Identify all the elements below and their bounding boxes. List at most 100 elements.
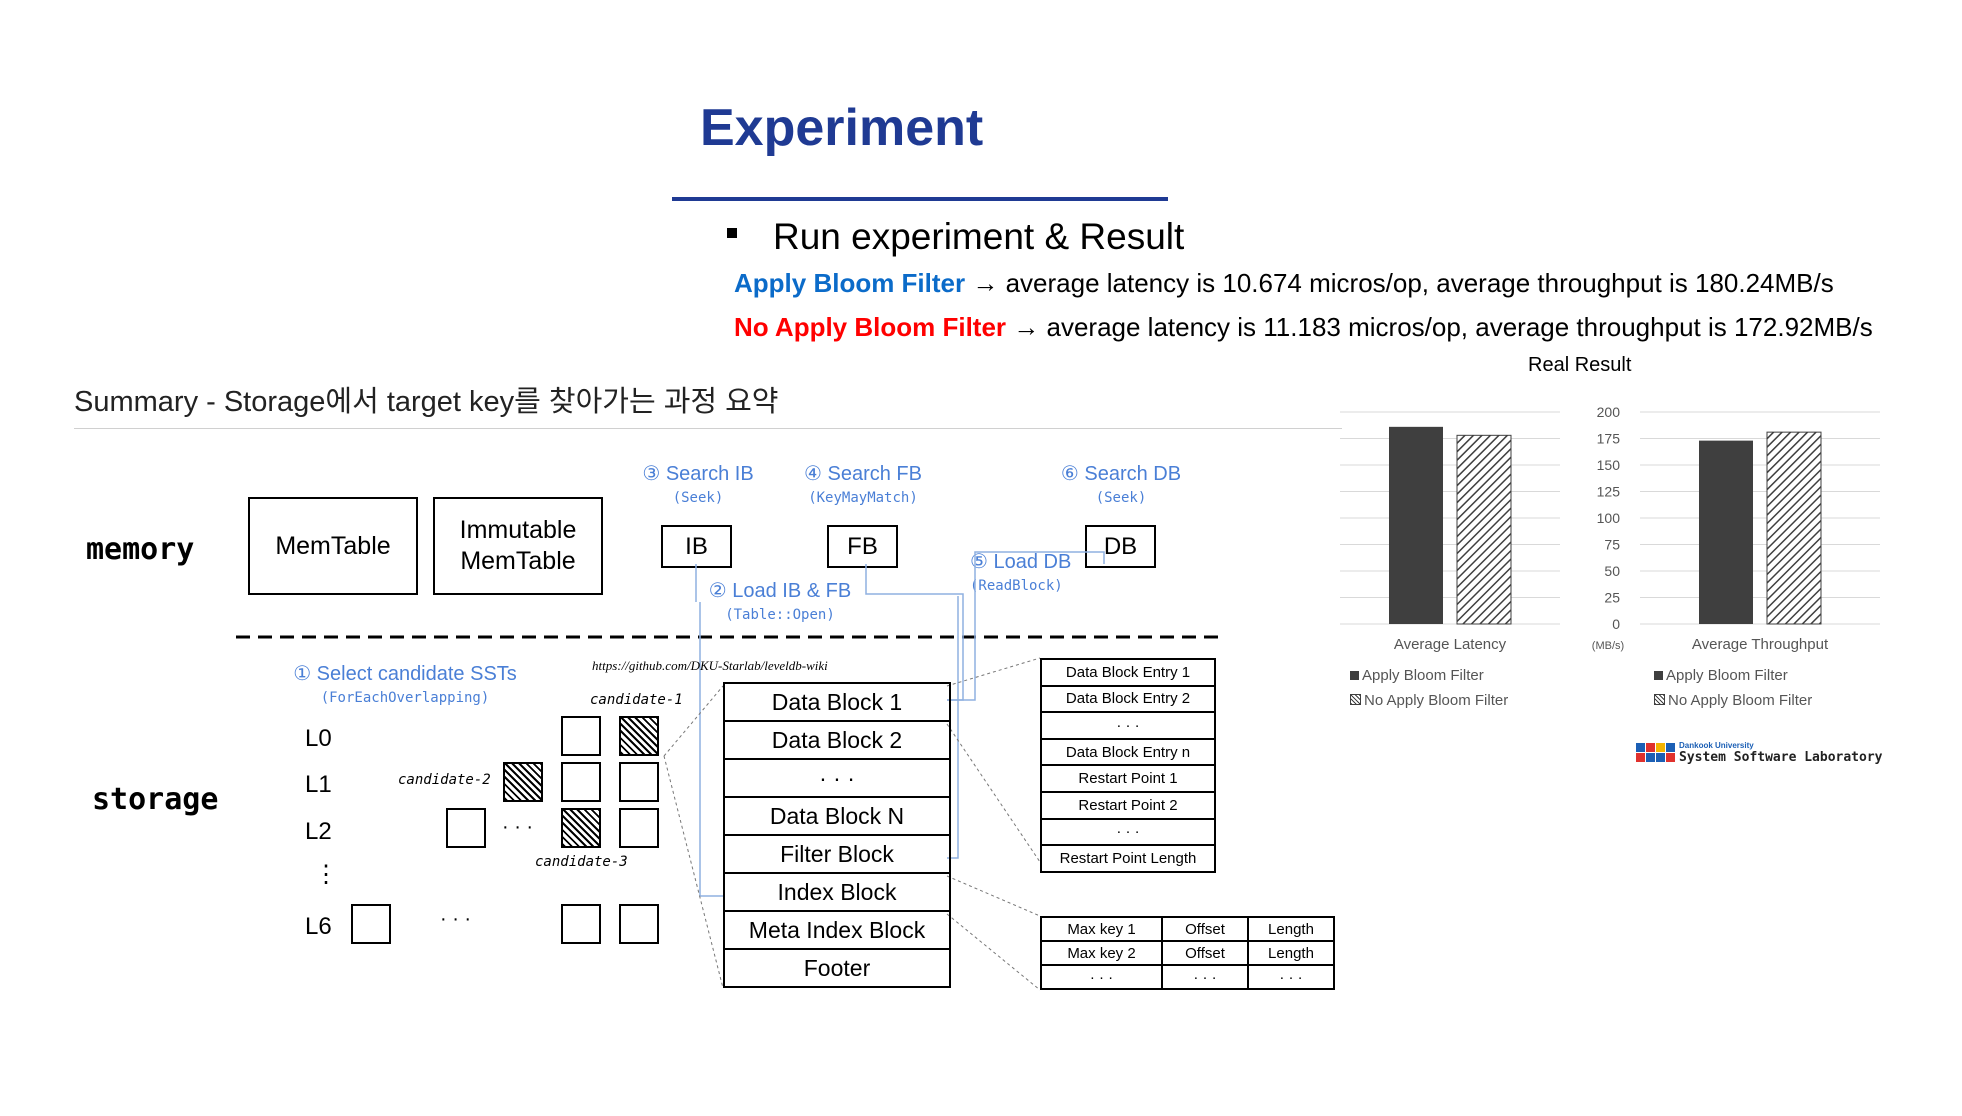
index-cell: · · · [1161,964,1249,990]
l2-dots: · · · [502,816,534,838]
y-tick-label: 75 [1604,537,1620,553]
immutable-line1: Immutable [459,516,577,544]
index-cell: Max key 1 [1040,916,1163,942]
sst-meta-index-block: Meta Index Block [725,912,949,950]
y-tick-label: 175 [1597,431,1621,447]
level-l6: L6 [305,913,332,940]
sst-l6-c [619,904,659,944]
bullet-text: Run experiment & Result [773,216,1185,257]
summary-divider [74,428,1342,429]
y-tick-label: 0 [1612,616,1620,632]
l6-dots: · · · [440,908,472,930]
detail-link-top [946,657,1041,687]
y-tick-label: 200 [1597,404,1621,420]
detail-restart-length: Restart Point Length [1059,849,1197,867]
step-3-sub: (Seek) [672,490,724,506]
detail-link-bottom [946,723,1041,863]
detail-restart-1: Restart Point 1 [1042,766,1214,793]
memtable-box: MemTable [248,497,418,595]
step-6-sub: (Seek) [1095,490,1147,506]
chart-title: Real Result [1528,354,1632,376]
legend-hatch-swatch [1350,694,1361,705]
sst-l0-a [561,716,601,756]
sst-data-block-1: Data Block 1 [725,684,949,722]
sst-l2-candidate-3 [561,808,601,848]
step-5: ⑤ Load DB (ReadBlock) [970,550,1090,598]
legend-right-apply-label: Apply Bloom Filter [1666,667,1788,684]
sst-l2-c [619,808,659,848]
bar-noapply [1456,434,1512,625]
source-url: https://github.com/DKU-Starlab/leveldb-w… [592,658,828,673]
index-row: Max key 2 Offset Length [1040,940,1335,966]
result-line-apply: Apply Bloom Filter → average latency is … [734,268,1834,299]
index-block-table: Max key 1 Offset Length Max key 2 Offset… [1040,916,1335,990]
level-l2: L2 [305,818,332,845]
unit-label: (MB/s) [1592,640,1624,652]
detail-entry-n: Data Block Entry n [1042,740,1214,767]
load-connector-left [699,602,723,897]
legend-right-noapply: No Apply Bloom Filter [1654,692,1812,709]
sst-data-block-n: Data Block N [725,798,949,836]
legend-left-apply: Apply Bloom Filter [1350,667,1484,684]
legend-left-noapply: No Apply Bloom Filter [1350,692,1508,709]
candidate-1-label: candidate-1 [590,692,683,708]
sst-structure: Data Block 1 Data Block 2 · · · Data Blo… [723,682,951,988]
sst-l6-b [561,904,601,944]
legend-left-apply-label: Apply Bloom Filter [1362,667,1484,684]
step-2: ② Load IB & FB (Table::Open) [700,579,860,627]
level-ellipsis: ⋮ [314,861,338,888]
immutable-line2: MemTable [460,547,576,575]
step-3: ③ Search IB (Seek) [628,462,768,510]
detail-ellipsis-1: · · · [1042,713,1214,740]
y-tick-label: 150 [1597,457,1621,473]
sst-l6-a [351,904,391,944]
step-5-sub: (ReadBlock) [970,578,1063,594]
legend-right-apply: Apply Bloom Filter [1654,667,1788,684]
step-3-title: ③ Search IB [642,463,754,485]
real-result-chart: 0 25 50 75 100 125 150 175 200 (MB/s) Average Late… [1340,404,1880,653]
step-6-title: ⑥ Search DB [1060,463,1182,485]
category-label: Average Latency [1394,636,1507,653]
legend-solid-swatch [1350,671,1359,680]
storage-label: storage [92,782,219,817]
sst-link-bottom [663,755,724,989]
step-4-title: ④ Search FB [804,463,922,485]
sst-index-block: Index Block [725,874,949,912]
index-cell: · · · [1040,964,1163,990]
sst-filter-block: Filter Block [725,836,949,874]
sst-l0-candidate-1 [619,716,659,756]
bar-apply [1699,440,1753,624]
bullet-item: Run experiment & Result [727,216,1184,258]
step-1: ① Select candidate SSTs (ForEachOverlapp… [280,662,530,710]
step-6: ⑥ Search DB (Seek) [1046,462,1196,510]
sst-l2-a [446,808,486,848]
index-block-memory-box: IB [661,525,732,568]
step-2-sub: (Table::Open) [725,607,835,623]
sst-l1-c [619,762,659,802]
bar-apply [1389,426,1443,624]
index-link-bottom [946,913,1041,991]
step-2-title: ② Load IB & FB [708,580,852,602]
legend-left-noapply-label: No Apply Bloom Filter [1364,692,1509,709]
index-row: · · · · · · · · · [1040,964,1335,990]
step-1-title: ① Select candidate SSTs [293,663,517,685]
result-line-noapply: No Apply Bloom Filter → average latency … [734,312,1873,343]
category-label: Average Throughput [1692,636,1829,653]
index-cell: Max key 2 [1040,940,1163,966]
index-cell: Length [1247,916,1335,942]
detail-ellipsis-2: · · · [1042,820,1214,847]
step-5-title: ⑤ Load DB [970,551,1072,573]
fb-connector [865,564,964,701]
result-label-noapply: No Apply Bloom Filter [734,312,1007,342]
index-cell: Length [1247,940,1335,966]
lab-logo: Dankook University System Software Labor… [1636,740,1883,764]
legend-solid-swatch [1654,671,1663,680]
y-tick-label: 125 [1597,484,1621,500]
index-cell: Offset [1161,940,1249,966]
db-connector [947,551,1105,701]
legend-hatch-swatch [1654,694,1665,705]
filter-block-memory-box: FB [827,525,898,568]
memory-label: memory [86,532,195,567]
immutable-memtable-box: Immutable MemTable [433,497,603,595]
sst-ellipsis: · · · [725,760,949,798]
